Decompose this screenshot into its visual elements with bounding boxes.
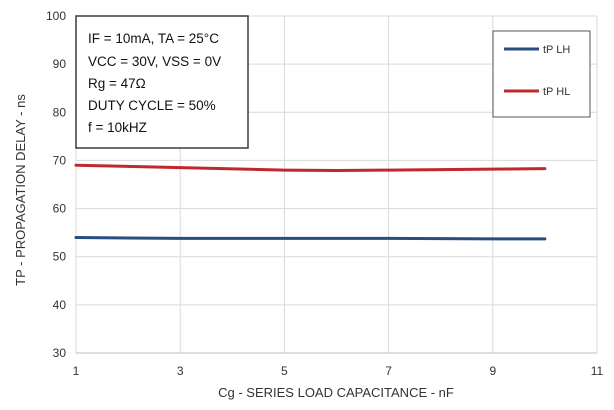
legend-label-tphl: tP HL: [543, 86, 570, 98]
x-tick-label: 7: [385, 364, 392, 378]
x-tick-label: 11: [591, 364, 604, 378]
x-axis-title: Cg - SERIES LOAD CAPACITANCE - nF: [218, 385, 454, 400]
legend-label-tplh: tP LH: [543, 44, 570, 56]
series-lines: [74, 163, 547, 241]
y-tick-label: 50: [53, 250, 67, 264]
x-tick-label: 9: [489, 364, 496, 378]
condition-line: DUTY CYCLE = 50%: [88, 98, 216, 113]
series-line-tplh: [74, 236, 547, 241]
y-tick-label: 100: [46, 9, 66, 23]
y-tick-label: 80: [53, 105, 67, 119]
tick-labels: 30 40 50 60 70 80 90 100 1 3 5 7 9 11: [46, 9, 604, 378]
conditions-box: IF = 10mA, TA = 25°C VCC = 30V, VSS = 0V…: [75, 15, 249, 149]
condition-line: f = 10kHZ: [88, 120, 147, 135]
x-tick-label: 3: [177, 364, 184, 378]
y-tick-label: 90: [53, 57, 67, 71]
y-tick-label: 30: [53, 346, 67, 360]
condition-line: Rg = 47Ω: [88, 76, 146, 91]
condition-line: VCC = 30V, VSS = 0V: [88, 54, 221, 69]
condition-line: IF = 10mA, TA = 25°C: [88, 31, 219, 46]
legend: tP LH tP HL: [492, 30, 591, 118]
y-tick-label: 40: [53, 298, 67, 312]
x-tick-label: 1: [73, 364, 80, 378]
x-tick-label: 5: [281, 364, 288, 378]
y-tick-label: 70: [53, 153, 67, 167]
y-axis-title: TP - PROPAGATION DELAY - ns: [13, 94, 28, 286]
y-tick-label: 60: [53, 202, 67, 216]
series-line-tphl: [74, 163, 547, 172]
